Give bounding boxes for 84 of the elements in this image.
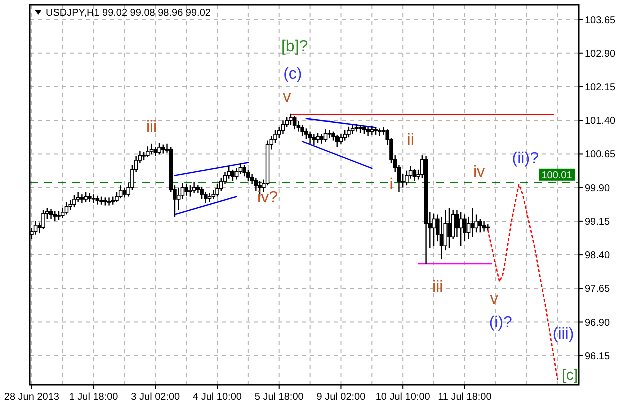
x-tick-label: 1 Jul 18:00 [69, 392, 119, 403]
candlestick [246, 169, 250, 182]
y-tick-label: 100.65 [585, 150, 616, 161]
candlestick [440, 216, 444, 260]
candlestick [92, 194, 96, 204]
candlestick [339, 133, 344, 145]
x-tick-label: 10 Jul 10:00 [376, 392, 431, 403]
candlestick [478, 218, 482, 234]
y-tick-label: 96.15 [585, 351, 610, 362]
chart-title: USDJPY,H1 99.02 99.08 98.96 99.02 [46, 8, 212, 19]
candlestick [72, 194, 76, 208]
candlestick [158, 142, 162, 156]
annotation: v [283, 88, 292, 106]
x-tick-label: 11 Jul 18:00 [438, 392, 492, 403]
y-tick-label: 99.90 [585, 183, 610, 194]
y-tick-label: 101.40 [585, 116, 616, 128]
ref-line-label: 100.01 [542, 170, 573, 182]
x-tick-label: 9 Jul 02:00 [316, 392, 366, 403]
annotation: i [390, 176, 394, 194]
candlestick [324, 128, 328, 143]
candlestick [354, 124, 359, 132]
y-tick-label: 103.65 [585, 15, 616, 26]
candlestick [53, 210, 58, 222]
candlestick [107, 197, 112, 206]
candlestick [200, 186, 204, 200]
candlestick [463, 214, 467, 242]
candlestick [49, 208, 54, 220]
annotation: [c] [562, 367, 578, 384]
candlestick [122, 187, 127, 198]
candlestick [292, 116, 297, 130]
x-tick-label: 28 Jun 2013 [4, 392, 60, 403]
y-tick-label: 98.40 [585, 250, 610, 262]
candlestick [405, 170, 409, 186]
candlestick [208, 192, 212, 203]
y-tick-label: 102.15 [585, 82, 616, 94]
candlestick [347, 126, 351, 138]
y-tick-label: 96.90 [585, 318, 610, 329]
candlestick [231, 169, 235, 182]
annotation: (i)? [489, 314, 513, 332]
candlestick [308, 131, 312, 145]
candlestick [150, 143, 154, 156]
candlestick [34, 220, 38, 236]
candlestick [184, 184, 188, 196]
annotation: iii [432, 279, 444, 296]
candlestick [312, 133, 316, 146]
candlestick [316, 132, 320, 144]
candlestick [188, 184, 192, 198]
annotation: (iii) [552, 326, 574, 343]
candlestick [304, 128, 308, 140]
candlestick [42, 210, 46, 230]
y-tick-label: 97.65 [585, 284, 610, 296]
candlestick [448, 207, 452, 249]
x-tick-label: 5 Jul 18:00 [254, 392, 304, 403]
candlestick [459, 212, 463, 247]
candlestick [470, 207, 475, 238]
annotation: (c) [284, 66, 302, 83]
candlestick [335, 134, 340, 148]
annotation: iv? [258, 190, 278, 207]
annotation: [b]? [281, 38, 308, 56]
candlestick [300, 124, 304, 137]
annotation: iv [473, 164, 486, 182]
candlestick [289, 113, 293, 126]
candlestick [84, 192, 88, 203]
candlestick [281, 120, 286, 135]
candlestick [242, 164, 246, 178]
candlestick [146, 146, 150, 158]
candlestick [482, 220, 486, 232]
candlestick [192, 182, 196, 194]
y-tick-label: 99.15 [585, 216, 610, 228]
candlestick [320, 133, 324, 145]
x-tick-label: 4 Jul 10:00 [193, 392, 242, 403]
annotation: ii [407, 132, 414, 149]
candlestick [412, 168, 417, 182]
annotation: iii [146, 118, 158, 136]
candlestick [118, 184, 123, 200]
annotation: (ii)? [512, 150, 540, 168]
candlestick [343, 130, 347, 142]
candlestick [80, 194, 84, 204]
candlestick [176, 187, 181, 211]
annotation: v [490, 290, 498, 308]
candlestick [432, 213, 436, 247]
y-tick-label: 102.90 [585, 48, 616, 60]
x-tick-label: 3 Jul 02:00 [131, 392, 181, 403]
candlestick [64, 202, 69, 216]
